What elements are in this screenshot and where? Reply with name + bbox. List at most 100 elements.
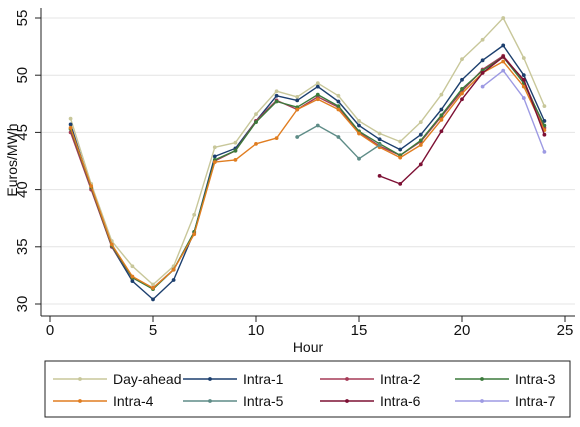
data-point [68,122,73,127]
legend-label: Intra-7 [515,393,556,409]
data-point [171,267,176,272]
data-point [336,99,341,104]
legend-marker [345,377,349,381]
series-line [69,56,546,290]
data-point [501,68,506,73]
data-point [439,117,444,122]
data-point [480,71,485,75]
data-point [521,84,526,89]
data-point [130,264,135,269]
data-point [212,145,217,150]
y-tick-label: 35 [14,238,31,255]
data-point [377,143,382,147]
data-point [460,57,464,62]
data-point [418,162,423,167]
data-point [377,173,382,178]
data-point [336,93,341,98]
series-lines [68,16,547,302]
data-point [274,99,279,104]
legend-marker [480,399,484,403]
data-point [377,137,382,142]
data-point [68,125,73,130]
data-point [398,155,403,160]
data-point [233,157,238,162]
legend-box [44,360,571,418]
data-point [418,138,423,143]
data-point [542,119,547,123]
data-point [542,132,547,137]
x-tick-label: 0 [46,322,54,339]
data-point [89,184,94,189]
data-point [501,59,506,64]
x-tick-label: 15 [351,322,368,339]
data-point [336,104,341,108]
data-point [521,77,526,82]
legend-label: Intra-2 [380,371,421,387]
data-point [336,135,341,139]
series-line [69,60,546,289]
legend-marker [208,377,212,381]
series-intra-7 [480,68,547,154]
data-point [501,54,506,59]
data-point [480,84,485,89]
legend-item: Intra-3 [455,371,556,387]
data-point [398,147,403,152]
data-point [315,92,320,97]
data-point [460,97,464,102]
data-point [109,242,114,247]
legend-label: Intra-5 [243,393,284,409]
legend-item: Intra-6 [320,393,421,409]
data-point [315,123,320,128]
data-point [336,107,341,112]
data-point [357,131,361,136]
data-point [151,286,155,290]
x-tick-label: 25 [557,322,574,339]
series-intra-6 [377,54,547,186]
data-point [439,107,444,112]
data-point [315,81,320,86]
data-point [151,282,155,287]
series-intra-5 [295,123,382,161]
data-point [315,97,320,102]
legend-marker [345,399,349,403]
data-point [233,148,238,153]
data-point [398,139,403,144]
data-point [460,77,464,82]
data-point [501,16,506,20]
legend-label: Intra-3 [515,371,556,387]
data-point [357,156,361,161]
x-tick-label: 5 [149,322,157,339]
y-tick-label: 40 [14,181,31,198]
data-point [192,232,197,237]
legend-item: Intra-2 [320,371,421,387]
legend-label: Intra-4 [113,393,154,409]
y-tick-label: 50 [14,67,31,84]
legend-item: Day-ahead [53,371,182,387]
data-point [68,116,73,121]
data-point [460,91,464,96]
data-point [274,136,279,141]
data-point [295,98,300,103]
legend-item: Intra-7 [455,393,556,409]
data-point [460,87,464,91]
legend-item: Intra-1 [183,371,284,387]
data-point [315,84,320,89]
data-point [377,131,382,136]
series-line [482,69,546,153]
data-point [439,129,444,134]
legend-marker [208,399,212,403]
x-tick-label: 10 [248,322,265,339]
data-point [521,73,526,78]
data-point [501,43,506,48]
gridlines [41,17,575,305]
y-tick-label: 30 [14,296,31,313]
data-point [439,113,444,118]
series-day-ahead [68,16,547,287]
legend-item: Intra-4 [53,393,154,409]
data-point [171,278,176,282]
data-point [521,96,526,100]
y-tick-label: 45 [14,124,31,141]
data-point [130,274,135,279]
data-point [439,92,444,97]
data-point [254,141,258,146]
